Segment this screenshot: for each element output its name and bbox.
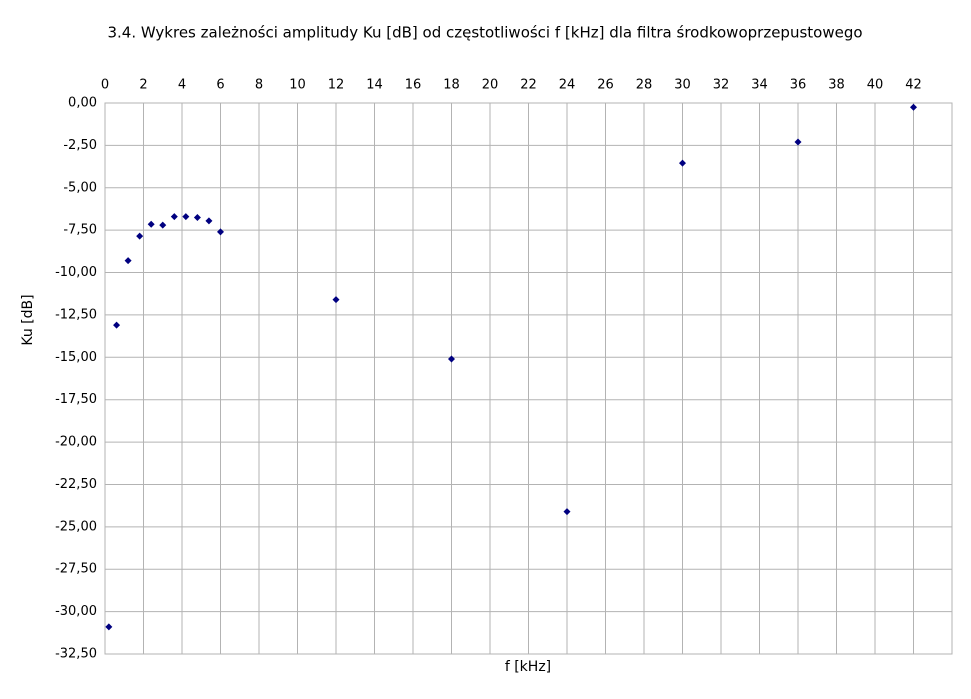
y-tick-label: -10,00 bbox=[55, 265, 97, 280]
x-tick-label: 34 bbox=[751, 78, 768, 93]
data-point bbox=[332, 296, 340, 304]
x-tick-label: 6 bbox=[216, 78, 224, 93]
y-tick-label: 0,00 bbox=[68, 96, 97, 111]
y-tick-label: -5,00 bbox=[63, 180, 97, 195]
x-tick-label: 30 bbox=[674, 78, 691, 93]
y-tick-label: -32,50 bbox=[55, 647, 97, 662]
x-tick-label: 20 bbox=[482, 78, 499, 93]
x-tick-label: 28 bbox=[636, 78, 653, 93]
x-tick-label: 26 bbox=[597, 78, 614, 93]
x-tick-label: 16 bbox=[405, 78, 422, 93]
data-point bbox=[105, 623, 113, 631]
data-point bbox=[217, 228, 224, 236]
data-point bbox=[679, 159, 686, 167]
data-point bbox=[182, 213, 190, 221]
x-tick-label: 10 bbox=[289, 78, 306, 93]
y-tick-label: -2,50 bbox=[63, 138, 97, 153]
data-point bbox=[563, 508, 571, 516]
y-tick-label: -12,50 bbox=[55, 307, 97, 322]
y-axis-label: Ku [dB] bbox=[20, 294, 36, 345]
x-tick-label: 22 bbox=[520, 78, 537, 93]
y-tick-label: -7,50 bbox=[63, 223, 97, 238]
chart-title: 3.4. Wykres zależności amplitudy Ku [dB]… bbox=[107, 24, 862, 42]
data-point bbox=[124, 257, 132, 265]
x-tick-label: 14 bbox=[366, 78, 383, 93]
x-tick-label: 18 bbox=[443, 78, 460, 93]
x-tick-label: 24 bbox=[559, 78, 576, 93]
x-tick-label: 32 bbox=[713, 78, 730, 93]
data-point bbox=[147, 220, 155, 228]
x-tick-label: 38 bbox=[828, 78, 845, 93]
data-point bbox=[794, 138, 802, 146]
y-tick-label: -25,00 bbox=[55, 519, 97, 534]
y-tick-label: -30,00 bbox=[55, 604, 97, 619]
x-tick-label: 40 bbox=[867, 78, 884, 93]
x-tick-label: 0 bbox=[101, 78, 109, 93]
x-tick-label: 36 bbox=[790, 78, 807, 93]
y-tick-label: -15,00 bbox=[55, 350, 97, 365]
y-tick-label: -27,50 bbox=[55, 562, 97, 577]
data-point bbox=[205, 217, 213, 225]
x-tick-label: 42 bbox=[905, 78, 922, 93]
data-point bbox=[193, 213, 201, 221]
x-tick-label: 12 bbox=[328, 78, 345, 93]
data-point bbox=[159, 221, 167, 229]
x-tick-label: 2 bbox=[139, 78, 147, 93]
x-tick-label: 8 bbox=[255, 78, 263, 93]
data-point bbox=[170, 213, 178, 221]
data-point bbox=[113, 321, 121, 329]
x-tick-label: 4 bbox=[178, 78, 186, 93]
data-point bbox=[910, 103, 917, 111]
y-tick-label: -17,50 bbox=[55, 392, 97, 407]
data-point bbox=[448, 355, 455, 363]
data-point bbox=[136, 232, 144, 240]
y-tick-label: -22,50 bbox=[55, 477, 97, 492]
x-axis-label: f [kHz] bbox=[505, 659, 551, 675]
y-tick-label: -20,00 bbox=[55, 435, 97, 450]
